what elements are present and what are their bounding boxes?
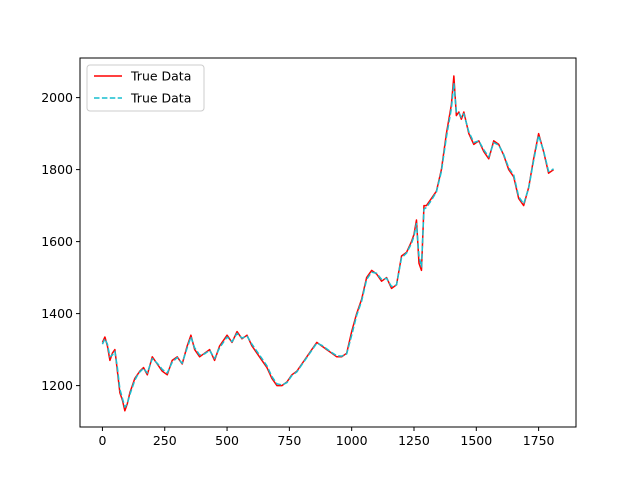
plot-area-frame — [79, 57, 577, 428]
x-tick-label: 1500 — [460, 433, 492, 448]
y-tick-label: 1800 — [41, 162, 73, 177]
series-line-2 — [101, 82, 554, 408]
legend-label-series-2: True Data — [130, 91, 191, 106]
x-tick-label: 1750 — [523, 433, 555, 448]
y-axis: 1200 1400 1600 1800 2000 — [41, 90, 80, 393]
y-tick-label: 1200 — [41, 378, 73, 393]
series-layer — [101, 75, 555, 412]
legend-label-series-1: True Data — [130, 69, 191, 84]
y-tick-label: 2000 — [41, 90, 73, 105]
x-tick-label: 1000 — [336, 433, 368, 448]
x-tick-label: 250 — [153, 433, 177, 448]
x-tick-label: 0 — [98, 433, 106, 448]
y-tick-label: 1600 — [41, 234, 73, 249]
x-axis: 0 250 500 750 1000 1250 1500 1750 — [98, 427, 555, 448]
x-tick-label: 750 — [277, 433, 301, 448]
y-tick-label: 1400 — [41, 306, 73, 321]
legend: True Data True Data — [86, 64, 205, 112]
x-tick-label: 1250 — [398, 433, 430, 448]
x-tick-label: 500 — [215, 433, 239, 448]
